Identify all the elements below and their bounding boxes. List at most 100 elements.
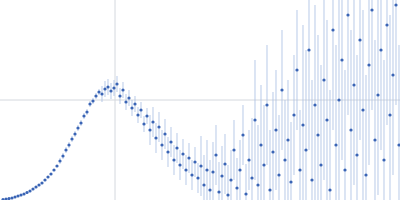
data-point: [4, 197, 7, 200]
data-point: [331, 28, 334, 31]
data-point: [271, 150, 274, 153]
data-point: [28, 189, 31, 192]
data-point: [397, 143, 400, 146]
error-bar: [290, 122, 291, 200]
data-point: [259, 143, 262, 146]
data-point: [1, 198, 4, 200]
data-point: [103, 87, 106, 90]
data-point: [97, 90, 100, 93]
error-bar: [350, 30, 351, 200]
data-point: [346, 13, 349, 16]
error-bar: [251, 118, 252, 200]
data-point: [295, 68, 298, 71]
data-point: [229, 178, 232, 181]
error-bar: [320, 65, 321, 200]
data-point: [373, 138, 376, 141]
error-bar: [344, 70, 345, 200]
data-point: [274, 128, 277, 131]
data-point: [343, 168, 346, 171]
data-point: [175, 146, 178, 149]
data-point: [52, 168, 55, 171]
data-point: [262, 163, 265, 166]
data-point: [94, 94, 97, 97]
data-point: [211, 170, 214, 173]
error-bar: [398, 45, 399, 200]
error-bar: [104, 81, 105, 97]
data-point: [244, 192, 247, 195]
error-bar: [92, 98, 93, 104]
data-point: [355, 153, 358, 156]
data-point: [391, 73, 394, 76]
data-point: [256, 183, 259, 186]
data-point: [277, 173, 280, 176]
data-point: [316, 133, 319, 136]
data-point: [154, 136, 157, 139]
error-bar: [317, 35, 318, 200]
error-bar: [362, 10, 363, 200]
data-point: [283, 158, 286, 161]
data-point: [337, 98, 340, 101]
error-bar: [299, 110, 300, 200]
error-bar: [368, 0, 369, 165]
plot-area: [1, 0, 400, 200]
data-point: [253, 118, 256, 121]
error-bar: [110, 83, 111, 99]
error-bar: [380, 0, 381, 150]
error-bar: [74, 131, 75, 137]
data-point: [25, 191, 28, 194]
data-point: [352, 83, 355, 86]
data-point: [127, 96, 130, 99]
data-point: [85, 110, 88, 113]
data-point: [247, 158, 250, 161]
data-point: [328, 188, 331, 191]
data-point: [241, 133, 244, 136]
data-point: [133, 102, 136, 105]
data-point: [148, 128, 151, 131]
error-bar: [395, 0, 396, 105]
error-bar: [308, 0, 309, 150]
data-point: [79, 121, 82, 124]
data-point: [394, 3, 397, 6]
error-bar: [353, 0, 354, 185]
error-bar: [341, 0, 342, 160]
data-point: [49, 172, 52, 175]
data-point: [115, 82, 118, 85]
data-point: [58, 159, 61, 162]
data-point: [286, 138, 289, 141]
data-point: [169, 140, 172, 143]
data-point: [76, 126, 79, 129]
error-bar: [62, 153, 63, 159]
error-bar: [365, 75, 366, 200]
error-bar: [257, 125, 258, 200]
data-point: [37, 183, 40, 186]
data-point: [379, 48, 382, 51]
error-bar: [347, 0, 348, 115]
data-point: [163, 132, 166, 135]
data-point: [226, 193, 229, 196]
error-bar: [95, 93, 96, 99]
error-bar: [371, 0, 372, 110]
data-point: [250, 176, 253, 179]
data-point: [73, 132, 76, 135]
data-point: [361, 108, 364, 111]
error-bar: [230, 150, 231, 200]
error-bar: [359, 0, 360, 140]
data-point: [124, 100, 127, 103]
data-point: [367, 63, 370, 66]
data-point: [157, 125, 160, 128]
error-bar: [302, 25, 303, 200]
data-point: [121, 88, 124, 91]
data-point: [136, 113, 139, 116]
data-point: [220, 174, 223, 177]
error-bar: [71, 136, 72, 142]
data-point: [202, 183, 205, 186]
data-point: [193, 160, 196, 163]
data-point: [199, 164, 202, 167]
data-point: [334, 143, 337, 146]
data-point: [235, 186, 238, 189]
data-point: [184, 168, 187, 171]
data-point: [46, 175, 49, 178]
data-point: [67, 143, 70, 146]
data-point: [280, 88, 283, 91]
error-bar: [356, 55, 357, 200]
